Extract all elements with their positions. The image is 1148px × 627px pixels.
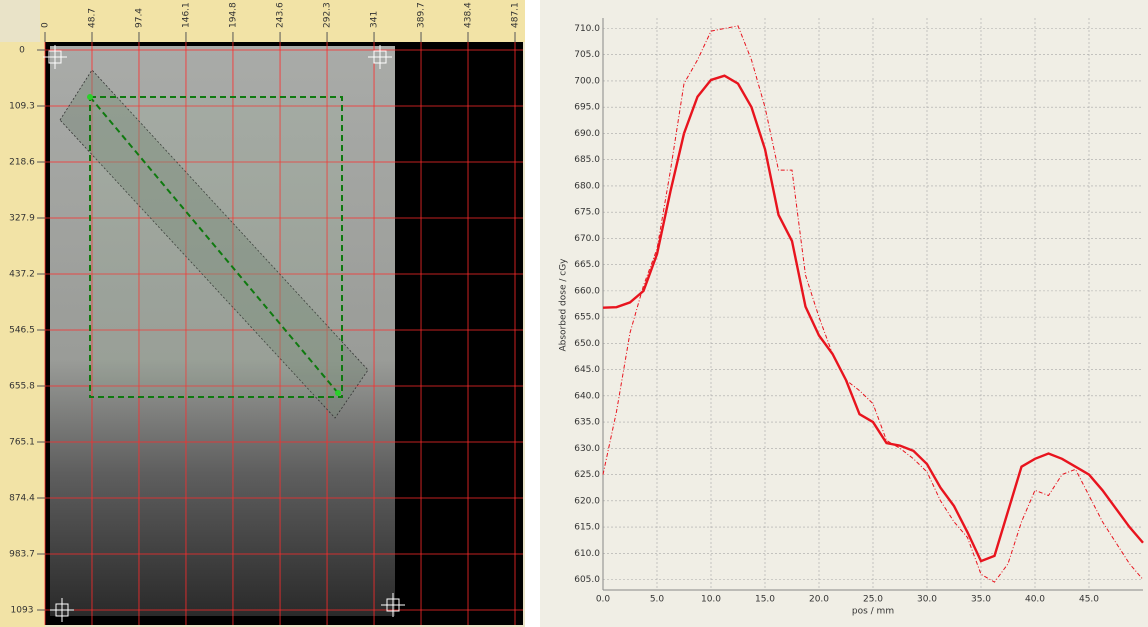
- y-tick-label: 620.0: [574, 496, 600, 506]
- ruler-label: 194.8: [228, 2, 238, 28]
- ruler-label: 487.1: [511, 2, 521, 28]
- ruler-label: 146.1: [181, 2, 191, 28]
- handle[interactable]: [87, 94, 93, 100]
- y-tick-label: 630.0: [574, 444, 600, 454]
- x-tick-label: 0.0: [596, 595, 611, 605]
- ruler-label: 437.2: [9, 270, 35, 280]
- ruler-label: 109.3: [9, 102, 35, 112]
- x-tick-label: 25.0: [863, 595, 883, 605]
- y-tick-label: 690.0: [574, 129, 600, 139]
- x-tick-label: 45.0: [1079, 595, 1099, 605]
- y-tick-label: 640.0: [574, 391, 600, 401]
- ruler-label: 341: [370, 11, 380, 28]
- ruler-label: 292.3: [323, 2, 333, 28]
- ruler-label: 97.4: [134, 8, 144, 28]
- ruler-label: 0: [41, 22, 51, 28]
- ruler-label: 327.9: [9, 214, 35, 224]
- ruler-label: 1093: [11, 606, 34, 616]
- y-tick-label: 705.0: [574, 50, 600, 60]
- ruler-label: 218.6: [9, 158, 35, 168]
- x-tick-label: 15.0: [755, 595, 775, 605]
- y-tick-label: 645.0: [574, 365, 600, 375]
- handle[interactable]: [335, 390, 341, 396]
- y-tick-label: 655.0: [574, 313, 600, 323]
- y-tick-label: 610.0: [574, 549, 600, 559]
- ruler-label: 243.6: [276, 2, 286, 28]
- y-tick-label: 675.0: [574, 208, 600, 218]
- y-tick-label: 700.0: [574, 76, 600, 86]
- x-tick-label: 5.0: [650, 595, 665, 605]
- x-axis-title: pos / mm: [852, 607, 894, 617]
- ruler-label: 983.7: [9, 550, 35, 560]
- x-tick-label: 30.0: [917, 595, 937, 605]
- chart-panel: [540, 0, 1148, 627]
- ruler-label: 389.7: [417, 2, 427, 28]
- ruler-label: 438.4: [464, 2, 474, 28]
- y-tick-label: 625.0: [574, 470, 600, 480]
- x-tick-label: 20.0: [809, 595, 829, 605]
- x-tick-label: 35.0: [971, 595, 991, 605]
- y-tick-label: 665.0: [574, 260, 600, 270]
- y-tick-label: 660.0: [574, 286, 600, 296]
- ruler-label: 48.7: [87, 8, 97, 28]
- y-tick-label: 615.0: [574, 523, 600, 533]
- image-viewer: [0, 0, 525, 627]
- y-tick-label: 670.0: [574, 234, 600, 244]
- y-tick-label: 635.0: [574, 418, 600, 428]
- x-tick-label: 10.0: [701, 595, 721, 605]
- y-tick-label: 680.0: [574, 181, 600, 191]
- y-tick-label: 695.0: [574, 103, 600, 113]
- ruler-label: 655.8: [9, 382, 35, 392]
- ruler-label: 546.5: [9, 326, 35, 336]
- y-axis-title: Absorbed dose / cGy: [559, 258, 569, 352]
- y-tick-label: 685.0: [574, 155, 600, 165]
- y-tick-label: 605.0: [574, 575, 600, 585]
- y-tick-label: 710.0: [574, 24, 600, 34]
- ruler-label: 765.1: [9, 438, 35, 448]
- y-tick-label: 650.0: [574, 339, 600, 349]
- x-tick-label: 40.0: [1025, 595, 1045, 605]
- screen: Absorbed dose / cGy pos / mm 0 48.7 97.4 14…: [0, 0, 1148, 627]
- ruler-label: 874.4: [9, 494, 35, 504]
- ruler-label: 0: [19, 46, 25, 56]
